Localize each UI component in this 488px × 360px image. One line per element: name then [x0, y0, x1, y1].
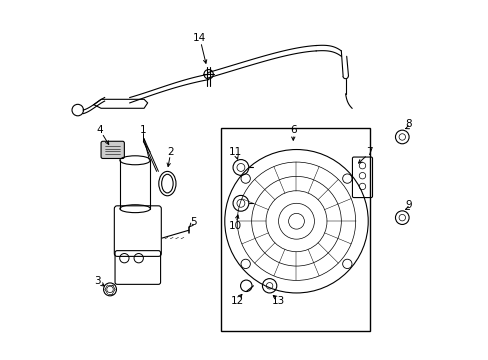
Text: 14: 14: [193, 33, 206, 43]
Text: 4: 4: [96, 125, 102, 135]
Text: 2: 2: [167, 147, 174, 157]
Text: 6: 6: [289, 125, 296, 135]
Text: 12: 12: [230, 296, 244, 306]
Text: 9: 9: [405, 200, 411, 210]
Text: 3: 3: [94, 276, 101, 286]
FancyBboxPatch shape: [101, 141, 124, 158]
Text: 8: 8: [405, 120, 411, 129]
Text: 13: 13: [271, 296, 284, 306]
Text: 11: 11: [228, 147, 241, 157]
Text: 10: 10: [228, 221, 241, 231]
Text: 1: 1: [140, 125, 146, 135]
Text: 7: 7: [365, 147, 372, 157]
Text: 5: 5: [190, 217, 197, 227]
Bar: [221, 128, 369, 330]
